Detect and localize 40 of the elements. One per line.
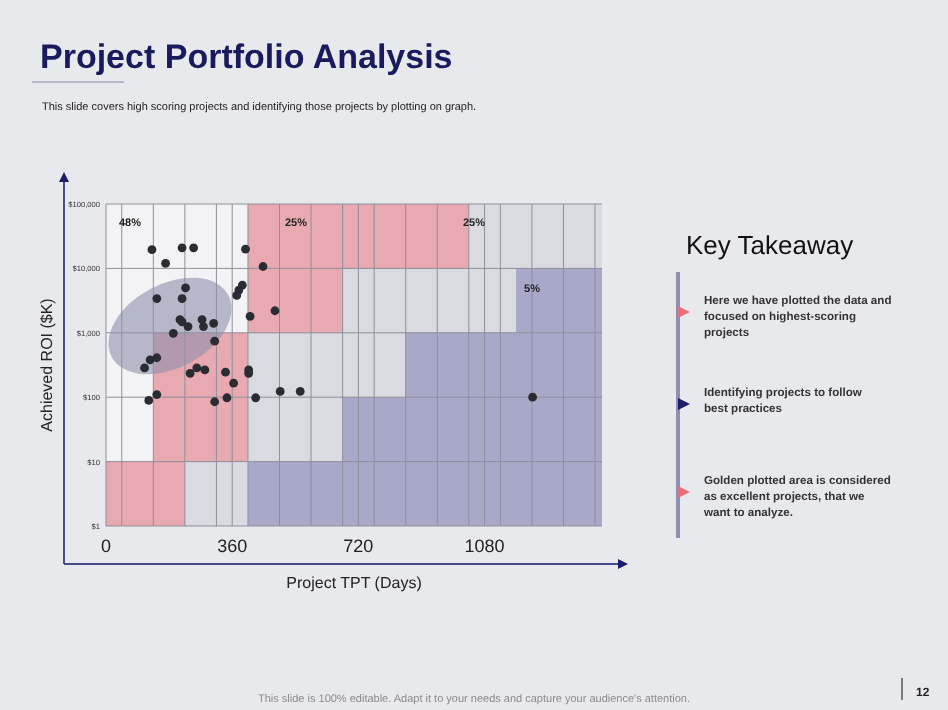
- point: [185, 368, 195, 378]
- point: [144, 396, 154, 405]
- x-axis-title: Project TPT (Days): [286, 574, 423, 592]
- chart-title: Project Portfolio Analysis: [40, 38, 453, 76]
- point: [210, 397, 220, 407]
- point: [161, 258, 170, 268]
- point: [295, 387, 305, 396]
- point: [258, 262, 268, 271]
- point: [209, 318, 219, 328]
- point: [192, 363, 202, 373]
- point: [241, 244, 250, 254]
- point: [152, 294, 162, 303]
- point: [200, 365, 210, 375]
- point: [245, 311, 255, 321]
- y-axis-title: Achieved ROI ($K): [38, 297, 56, 432]
- point: [229, 378, 238, 388]
- point: [210, 336, 220, 346]
- point: [222, 393, 232, 403]
- x-tick-label: 0: [100, 536, 112, 556]
- point: [177, 243, 187, 253]
- point: [181, 283, 190, 293]
- point: [168, 328, 178, 338]
- point: [152, 390, 162, 399]
- point: [145, 355, 155, 365]
- point: [221, 367, 230, 377]
- point: [232, 291, 242, 300]
- point: [199, 322, 208, 331]
- point: [275, 387, 285, 396]
- point: [270, 306, 280, 316]
- point: [528, 392, 537, 402]
- point: [251, 393, 261, 403]
- point: [140, 363, 149, 373]
- point: [183, 322, 193, 331]
- point: [147, 245, 157, 255]
- x-tick-label: 720: [343, 536, 374, 556]
- x-tick-label: 360: [217, 536, 248, 556]
- point: [177, 294, 187, 303]
- x-tick-label: 1080: [464, 536, 505, 556]
- point: [189, 243, 199, 253]
- text: Key Takeaway: [686, 230, 855, 260]
